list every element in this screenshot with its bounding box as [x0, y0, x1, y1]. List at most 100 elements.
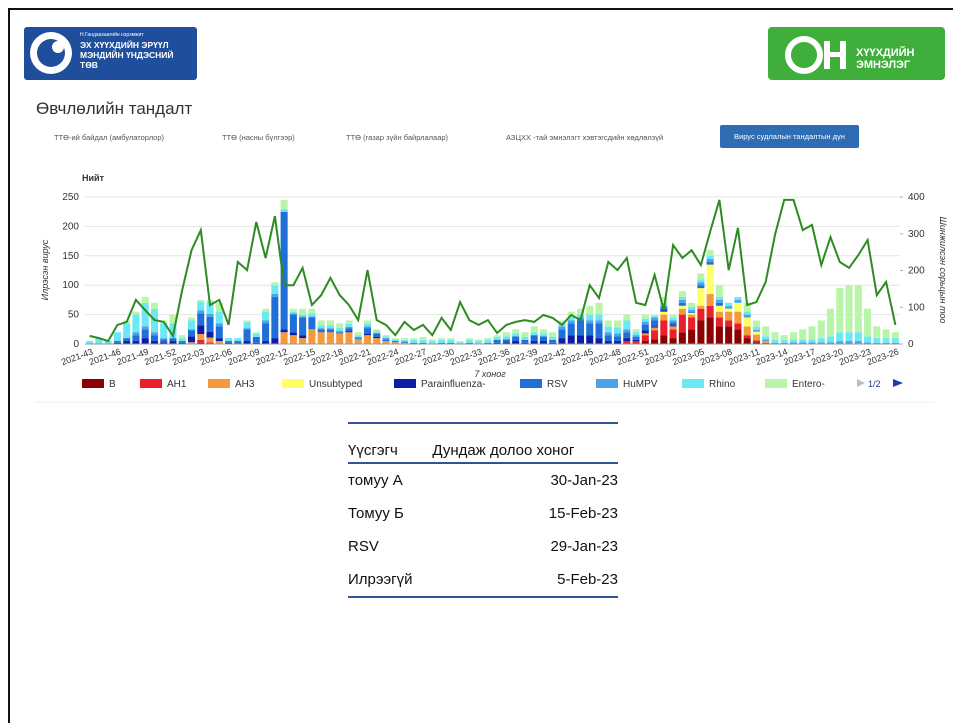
bar-segment — [363, 320, 371, 324]
tab[interactable]: ТТӨ (насны бүлгээр) — [222, 133, 295, 142]
bar-segment — [864, 336, 872, 343]
bar-segment — [215, 341, 223, 344]
bar-segment — [150, 332, 158, 336]
bar-segment — [132, 335, 140, 342]
bar-segment — [715, 317, 723, 327]
bar-segment — [187, 317, 196, 321]
bar-segment — [289, 332, 297, 336]
logo: Н.Гандаахаагийн нэрэмжит ЭХ ХҮҮХДИЙН ЭРҮ… — [24, 27, 197, 80]
y-tick-label: 250 — [62, 192, 79, 203]
x-tick-label: 2023-26 — [866, 346, 900, 367]
legend-swatch — [140, 379, 162, 388]
bar-segment — [345, 324, 353, 327]
bar-segment — [743, 338, 751, 344]
bar-segment — [521, 332, 529, 337]
bar-segment — [641, 321, 649, 325]
bar-segment — [123, 323, 131, 339]
bar-segment — [197, 334, 205, 340]
tab[interactable]: АЗЦХХ -тай эмнэлэгт хэвтэгсдийн хөдлөлзү… — [506, 133, 664, 142]
bar-segment — [178, 341, 186, 343]
bar-segment — [141, 296, 149, 303]
bar-segment — [336, 323, 344, 329]
bar-segment — [623, 314, 631, 321]
bar-segment — [845, 285, 853, 333]
bar-segment — [428, 339, 436, 342]
bar-segment — [660, 335, 668, 344]
bar-segment — [715, 311, 723, 318]
bar-segment — [688, 306, 696, 310]
bar-segment — [549, 336, 557, 340]
bar-segment — [882, 338, 890, 343]
bar-segment — [215, 338, 223, 342]
bar-segment — [669, 338, 677, 344]
bar-segment — [382, 335, 390, 337]
y2-tick-label: 100 — [908, 302, 925, 313]
bar-segment — [178, 342, 186, 344]
bar-segment — [669, 329, 677, 339]
legend-label: RSV — [547, 379, 568, 390]
bar-segment — [623, 332, 631, 339]
legend-prev[interactable] — [857, 379, 865, 387]
bar-segment — [697, 305, 705, 309]
bar-segment — [317, 328, 325, 330]
bar-segment — [262, 323, 270, 342]
bar-segment — [725, 302, 733, 306]
bar-segment — [623, 341, 631, 344]
bar-segment — [289, 313, 297, 315]
bar-segment — [595, 314, 603, 321]
y-tick-label: 200 — [62, 221, 79, 232]
bar-segment — [789, 332, 798, 340]
bar-segment — [697, 279, 705, 283]
bar-segment — [678, 296, 686, 300]
bar-segment — [187, 329, 196, 331]
bar-segment — [382, 339, 390, 342]
bar-segment — [141, 326, 149, 330]
bar-segment — [595, 320, 603, 324]
bar-segment — [706, 264, 714, 295]
bar-segment — [762, 342, 770, 344]
y-tick-label: 0 — [73, 339, 79, 350]
legend-label: B — [109, 379, 116, 390]
bar-segment — [632, 332, 640, 336]
bar-segment — [688, 309, 696, 312]
bar-segment — [400, 342, 409, 344]
bar-segment — [614, 336, 622, 342]
bar-segment — [280, 329, 288, 333]
legend-next[interactable] — [893, 379, 903, 387]
bar-segment — [817, 338, 825, 343]
bar-segment — [558, 329, 566, 339]
bar-segment — [280, 332, 288, 344]
y2-tick-label: 200 — [908, 266, 925, 277]
bar-segment — [854, 332, 862, 342]
bar-segment — [252, 334, 260, 337]
bar-segment — [206, 342, 214, 344]
bar-segment — [549, 342, 557, 344]
bar-segment — [725, 320, 733, 327]
bar-segment — [521, 336, 529, 340]
bar-segment — [586, 320, 594, 324]
tab[interactable]: ТТӨ (газар зүйн байрлалаар) — [346, 133, 449, 142]
bar-segment — [558, 320, 566, 324]
bar-segment — [123, 338, 131, 342]
bar-segment — [271, 296, 279, 339]
bar-segment — [243, 320, 251, 323]
bar-segment — [484, 342, 492, 344]
bar-segment — [660, 311, 668, 315]
legend-swatch — [394, 379, 416, 388]
x-axis-label: 7 хоног — [474, 369, 506, 379]
bar-segment — [799, 329, 807, 340]
bar-segment — [169, 338, 177, 342]
bar-segment — [391, 338, 399, 340]
bar-segment — [465, 339, 473, 343]
tab[interactable]: ТТӨ-ий байдал (амбулаторлор) — [54, 133, 165, 142]
bar-segment — [512, 333, 520, 337]
bar-segment — [400, 341, 409, 343]
bar-segment — [549, 339, 557, 343]
tab-active[interactable]: Вирус судлалын тандалтын дүн — [720, 125, 859, 148]
bar-segment — [789, 339, 798, 343]
bar-segment — [206, 337, 214, 343]
bar-segment — [743, 326, 751, 336]
bar-segment — [567, 335, 575, 344]
table-cell: 30-Jan-23 — [550, 471, 618, 489]
bar-segment — [678, 302, 686, 306]
